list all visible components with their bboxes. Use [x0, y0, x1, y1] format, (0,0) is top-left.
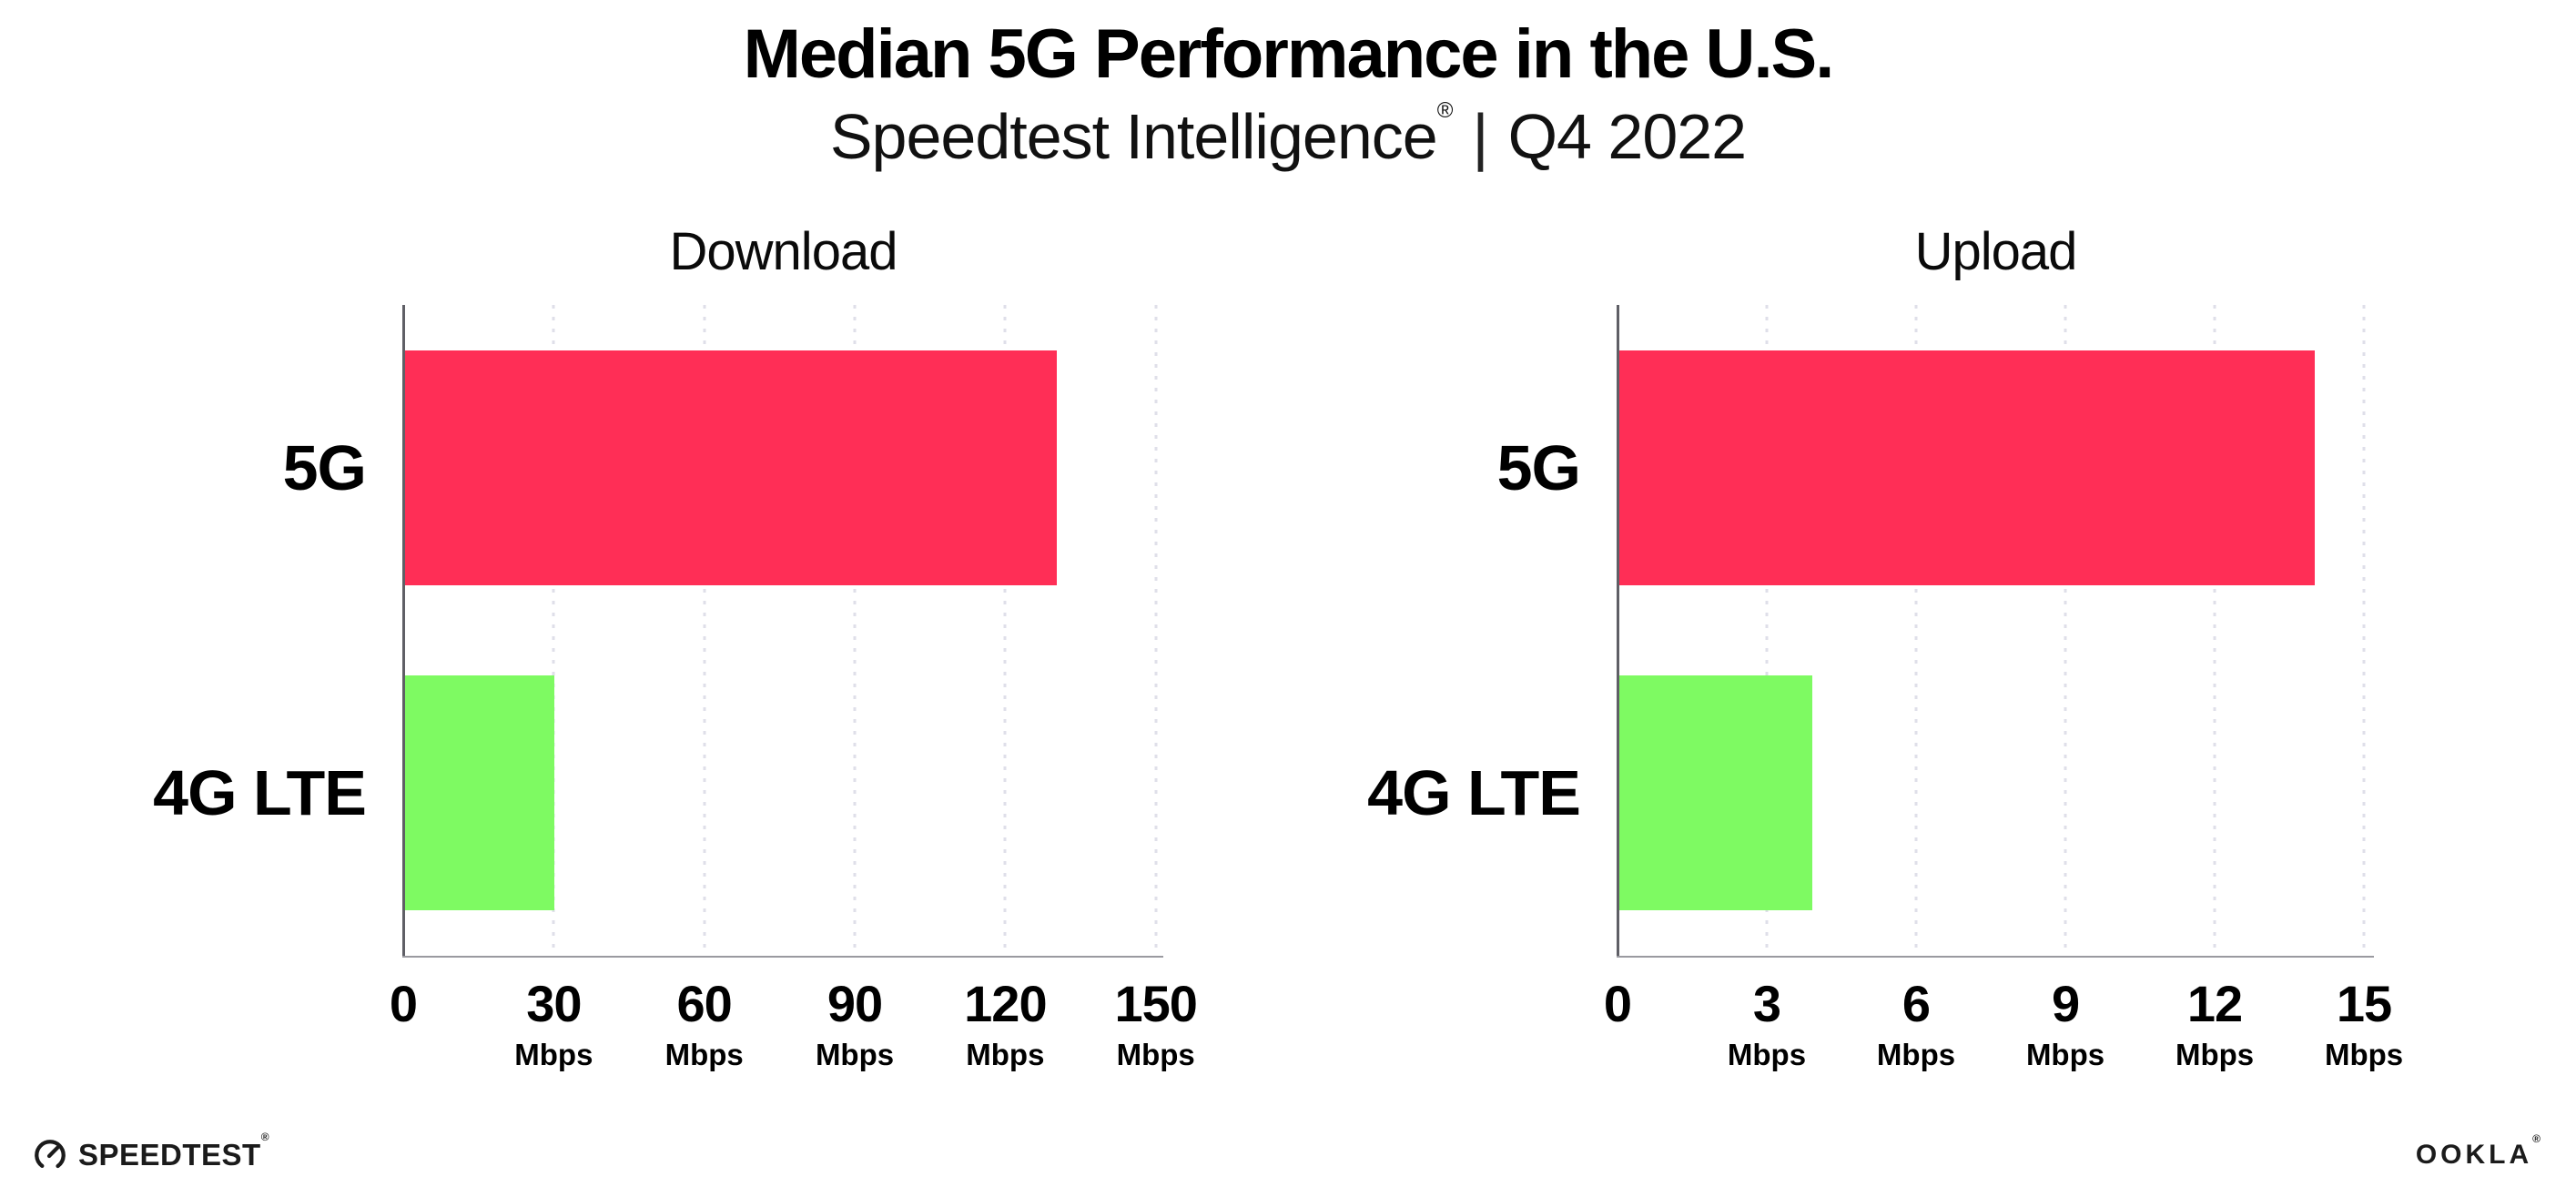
download-y-axis-line — [402, 305, 405, 956]
upload-plot-area — [1617, 305, 2374, 958]
tick-value: 120 — [964, 975, 1047, 1032]
download-chart: Download 5G 4G LTE 0 30 Mbps 60 Mbps 90 Mbps 120… — [153, 222, 1198, 1071]
gridline-150 — [1154, 305, 1158, 956]
tick-unit: Mbps — [664, 1038, 744, 1071]
tick-unit: Mbps — [2025, 1038, 2105, 1071]
tick-value: 3 — [1752, 975, 1781, 1032]
speedtest-trademark: ® — [260, 1131, 270, 1143]
tick-value: 9 — [2051, 975, 2080, 1032]
gridline-120 — [1003, 305, 1007, 956]
tick-120: 120 Mbps — [964, 975, 1047, 1071]
tick-90: 90 Mbps — [816, 978, 894, 1071]
speedtest-wordmark: SPEEDTEST® — [78, 1131, 270, 1172]
tick-value: 15 — [2336, 975, 2392, 1032]
tick-60: 60 Mbps — [665, 978, 744, 1071]
bar-4g-lte — [404, 675, 555, 911]
upload-x-axis-line — [1617, 956, 2374, 958]
tick-unit: Mbps — [1116, 1038, 1195, 1071]
bar-4g-lte — [1618, 675, 1813, 911]
tick-15: 15 Mbps — [2325, 978, 2403, 1071]
tick-30: 30 Mbps — [514, 978, 593, 1071]
subtitle-period: Q4 2022 — [1507, 101, 1748, 172]
tick-value: 0 — [389, 975, 418, 1032]
chart-title-upload: Upload — [1914, 222, 2078, 281]
registered-mark: ® — [1436, 98, 1454, 123]
tick-unit: Mbps — [815, 1038, 895, 1071]
speedtest-gauge-icon — [33, 1138, 67, 1172]
upload-chart: Upload 5G 4G LTE 0 3 Mbps 6 Mbps 9 Mbps 12 Mbps 15… — [1367, 222, 2403, 1071]
tick-0: 0 — [389, 975, 418, 1032]
ookla-logo: OOKLA® — [2415, 1132, 2544, 1171]
category-label-4g-lte: 4G LTE — [1367, 757, 1581, 829]
tick-3: 3 Mbps — [1728, 978, 1806, 1071]
gridline-3 — [1765, 305, 1769, 956]
gridline-12 — [2213, 305, 2216, 956]
tick-value: 150 — [1114, 975, 1198, 1032]
chart-title-download: Download — [669, 222, 898, 281]
tick-12: 12 Mbps — [2175, 978, 2254, 1071]
download-x-axis-line — [402, 956, 1163, 958]
category-label-5g: 5G — [1496, 431, 1581, 503]
tick-value: 12 — [2186, 975, 2243, 1032]
tick-unit: Mbps — [2175, 1038, 2255, 1071]
category-label-5g: 5G — [282, 431, 367, 503]
tick-value: 60 — [676, 975, 733, 1032]
gridline-30 — [552, 305, 555, 956]
speedtest-logo: SPEEDTEST® — [33, 1131, 270, 1172]
download-plot-area — [402, 305, 1163, 958]
bar-5g — [1618, 350, 2316, 585]
tick-unit: Mbps — [2324, 1038, 2404, 1071]
gridline-6 — [1914, 305, 1918, 956]
page-title: Median 5G Performance in the U.S. — [743, 15, 1835, 93]
tick-150: 150 Mbps — [1114, 975, 1198, 1071]
gridline-15 — [2362, 305, 2366, 956]
tick-unit: Mbps — [514, 1038, 593, 1071]
subtitle-separator: | — [1472, 101, 1488, 172]
upload-y-axis-line — [1617, 305, 1619, 956]
tick-value: 90 — [827, 975, 883, 1032]
tick-unit: Mbps — [1727, 1038, 1807, 1071]
tick-0: 0 — [1603, 975, 1632, 1032]
tick-unit: Mbps — [1876, 1038, 1956, 1071]
tick-unit: Mbps — [966, 1038, 1045, 1071]
bar-5g — [404, 350, 1057, 585]
category-label-4g-lte: 4G LTE — [153, 757, 367, 829]
subtitle: Speedtest Intelligence® | Q4 2022 — [0, 98, 2576, 173]
tick-value: 0 — [1603, 975, 1632, 1032]
gridline-9 — [2064, 305, 2067, 956]
tick-value: 30 — [526, 975, 582, 1032]
tick-9: 9 Mbps — [2026, 978, 2104, 1071]
tick-value: 6 — [1902, 975, 1931, 1032]
ookla-wordmark: OOKLA — [2415, 1140, 2533, 1170]
subtitle-brand: Speedtest Intelligence — [829, 101, 1438, 172]
ookla-registered-mark: ® — [2532, 1132, 2544, 1145]
gridline-90 — [853, 305, 857, 956]
tick-6: 6 Mbps — [1877, 978, 1955, 1071]
gridline-60 — [703, 305, 706, 956]
